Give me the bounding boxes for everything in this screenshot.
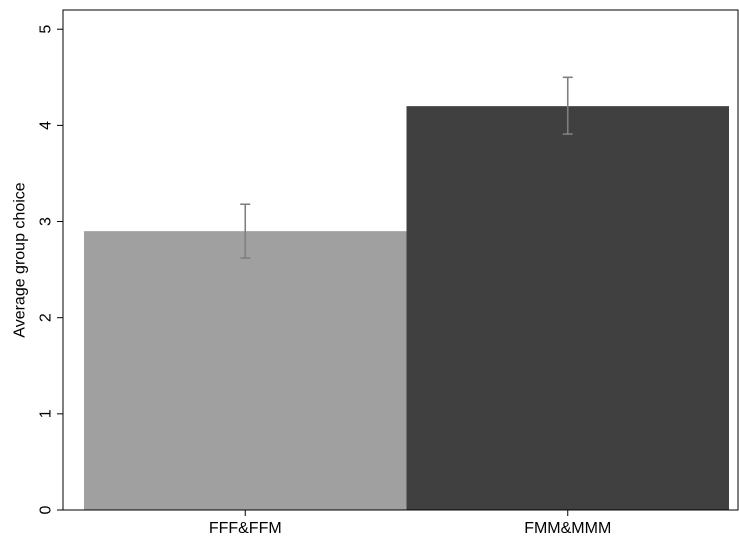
x-axis: FFF&FFM FMM&MMM: [209, 510, 611, 537]
bars-layer: [84, 106, 729, 511]
y-tick-label: 0: [38, 505, 55, 514]
y-axis-label: Average group choice: [12, 182, 29, 337]
bar-2: [406, 106, 729, 511]
x-tick-label: FFF&FFM: [209, 520, 282, 535]
y-tick-label: 2: [38, 313, 55, 322]
error-bar-1: [240, 203, 251, 259]
bar-1: [84, 231, 407, 510]
x-tick-label: FMM&MMM: [524, 520, 611, 535]
y-tick-label: 3: [38, 217, 55, 226]
y-axis: 0 1 2 3 4 5: [38, 25, 63, 514]
error-bar-2: [562, 76, 573, 135]
error-bars-layer: [240, 76, 573, 259]
y-tick-label: 1: [38, 409, 55, 418]
y-tick-label: 5: [38, 25, 55, 34]
plot-frame: [62, 9, 739, 511]
y-tick-label: 4: [38, 121, 55, 130]
